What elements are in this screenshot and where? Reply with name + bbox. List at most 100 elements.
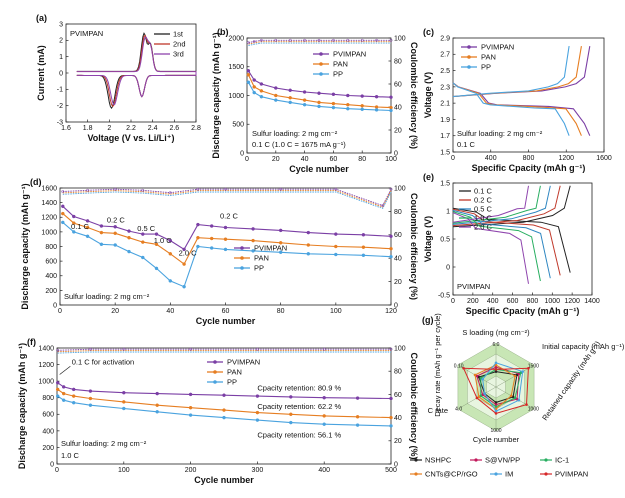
data-point: [222, 393, 226, 397]
y2-tick-label: 40: [394, 256, 402, 263]
y-tick-label: 2000: [228, 35, 244, 42]
y-tick-label: 0.5: [440, 236, 450, 243]
data-point: [85, 225, 90, 230]
discharge-curve-PVIMPAN: [452, 82, 591, 136]
x-tick-label: 1.6: [61, 125, 71, 132]
legend-entry: PAN: [227, 368, 242, 377]
data-point: [61, 220, 65, 225]
data-point: [259, 89, 264, 93]
x-tick-label: 200: [467, 298, 479, 305]
data-point: [346, 102, 350, 107]
y-axis-label: Discharge capacity (mAh g⁻¹): [20, 183, 30, 309]
data-point: [88, 396, 93, 401]
radar-max-label: 0.10: [454, 363, 464, 369]
data-point: [322, 422, 326, 426]
efficiency-point: [360, 38, 364, 42]
y2-axis-label: Coulombic efficiency (%): [409, 193, 419, 300]
y2-tick-label: 20: [394, 438, 402, 445]
panel-label: (e): [423, 172, 434, 182]
data-point: [389, 95, 393, 99]
data-point: [127, 249, 131, 254]
efficiency-point: [168, 191, 172, 195]
data-point: [361, 245, 366, 249]
data-point: [246, 80, 251, 85]
efficiency-point: [346, 38, 350, 42]
radar-max-label: 1000: [490, 428, 501, 434]
efficiency-line-PP: [57, 351, 391, 354]
data-point: [389, 424, 393, 428]
legend-entry: PP: [333, 70, 343, 79]
legend-marker: [319, 62, 323, 66]
data-point: [141, 240, 145, 244]
legend-marker: [467, 65, 471, 69]
legend-entry: PVIMPAN: [333, 50, 366, 59]
y-tick-label: 1: [59, 54, 63, 61]
efficiency-point: [381, 204, 385, 208]
x-tick-label: 100: [330, 308, 342, 315]
data-point: [289, 420, 293, 425]
data-point: [223, 247, 228, 252]
annotation-sulfur-loading: Sulfur loading: 2 mg cm⁻²: [61, 439, 147, 448]
x-tick-label: 400: [318, 467, 330, 474]
radar-point: [521, 370, 524, 373]
efficiency-point: [322, 347, 326, 351]
efficiency-line-PAN: [62, 190, 392, 208]
x-tick-label: 60: [330, 156, 338, 163]
legend-entry: 0.5 C: [474, 205, 493, 214]
data-point: [113, 243, 117, 247]
legend-entry: NSHPC: [425, 456, 452, 465]
efficiency-point: [86, 188, 90, 192]
radar-point: [479, 394, 483, 398]
legend-marker: [213, 370, 217, 374]
y-tick-label: 600: [42, 412, 54, 419]
x-tick-label: 0: [58, 308, 62, 315]
data-point: [155, 391, 159, 396]
data-point: [141, 255, 145, 260]
x-tick-label: 20: [272, 156, 280, 163]
legend-marker: [494, 472, 498, 476]
data-point: [222, 415, 226, 420]
radar-point: [494, 403, 498, 406]
radar-point: [513, 396, 517, 400]
series-line-PP: [62, 221, 392, 288]
data-point: [252, 90, 256, 95]
y2-tick-label: 80: [394, 369, 402, 376]
y2-tick-label: 20: [394, 127, 402, 134]
x-tick-label: 60: [222, 308, 230, 315]
data-point: [251, 249, 255, 253]
data-point: [154, 242, 159, 247]
data-point: [302, 90, 307, 94]
y-axis-label: Voltage (V): [423, 216, 433, 262]
radar-axis-label: Initial capacity (mAh g⁻¹): [542, 342, 625, 351]
efficiency-point: [246, 41, 250, 45]
legend-entry: PP: [481, 63, 491, 72]
data-point: [360, 104, 364, 108]
cv-curve-3rd: [76, 36, 197, 106]
discharge-curve-0.2 C: [452, 208, 561, 276]
data-point: [389, 105, 393, 110]
radar-max-label: 4.0: [455, 407, 462, 413]
legend-marker: [414, 458, 418, 462]
data-point: [360, 107, 364, 112]
radar-point: [494, 405, 498, 409]
radar-point: [494, 368, 498, 371]
x-tick-label: 0: [55, 467, 59, 474]
legend-entry: IC-1: [555, 456, 569, 465]
y-tick-label: 0: [240, 150, 244, 157]
legend-marker: [474, 458, 478, 462]
radar-point: [481, 393, 485, 397]
data-point: [306, 243, 311, 247]
data-point: [389, 254, 393, 259]
data-point: [141, 232, 145, 236]
data-point: [331, 101, 336, 106]
data-point: [389, 415, 393, 420]
x-tick-label: 20: [111, 308, 119, 315]
data-point: [361, 233, 366, 237]
y-tick-label: 400: [45, 273, 57, 280]
efficiency-point: [375, 38, 379, 42]
legend-marker: [240, 266, 244, 270]
radar-point: [483, 392, 486, 395]
y-tick-label: 800: [42, 395, 54, 402]
data-point: [122, 406, 126, 411]
data-point: [289, 412, 293, 417]
